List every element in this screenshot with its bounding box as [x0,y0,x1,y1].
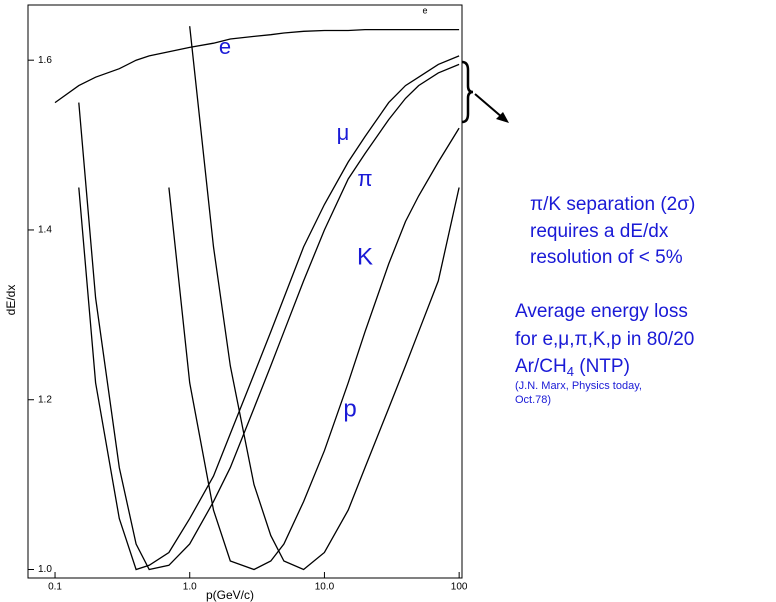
y-tick-label: 1.6 [38,55,52,66]
curve [78,63,460,571]
annotation-part: (NTP) [574,356,630,377]
annotation: Average energy loss [515,301,688,322]
curve-label: π [357,166,372,191]
curve-label-small: e [422,5,427,15]
plot-frame [27,4,463,579]
arrow-head [496,112,509,123]
annotation: Ar/CH4 (NTP) [515,356,630,379]
curve-label: p [343,395,356,422]
x-axis-title: p(GeV/c) [206,588,254,602]
curve [189,26,460,571]
y-tick-label: 1.0 [38,564,52,575]
curve-label: K [357,243,373,270]
annotation: Oct.78) [515,394,551,406]
x-tick-label: 10.0 [315,582,335,593]
curve [78,55,460,571]
x-tick-label: 1.0 [183,582,197,593]
y-tick-label: 1.2 [38,394,52,405]
curve-label: μ [337,120,350,145]
annotation: for e,μ,π,K,p in 80/20 [515,329,694,350]
bracket [461,60,474,124]
annotation: resolution of < 5% [530,247,683,268]
annotation: π/K separation (2σ) [530,194,695,215]
annotation-part: Ar/CH [515,356,567,377]
x-tick-label: 0.1 [48,582,62,593]
annotation: requires a dE/dx [530,221,669,242]
x-tick-label: 100 [451,582,468,593]
annotation: (J.N. Marx, Physics today, [515,380,642,392]
curve-label: e [219,34,231,59]
curves [54,26,460,571]
y-axis-title: dE/dx [4,285,18,316]
annotation-subscript: 4 [567,364,574,379]
arrow [474,93,504,119]
y-tick-label: 1.4 [38,225,52,236]
curve [168,127,460,571]
curve [54,28,460,104]
